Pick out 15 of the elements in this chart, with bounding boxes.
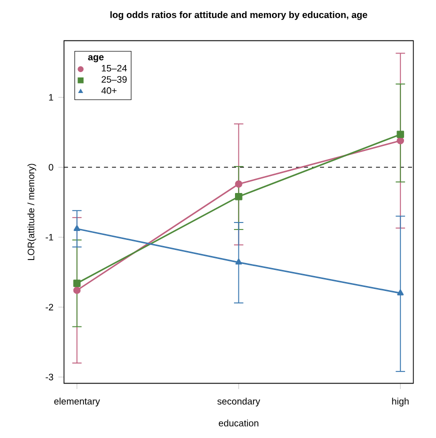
chart-title: log odds ratios for attitude and memory by education, age xyxy=(110,11,368,20)
legend-label: 40+ xyxy=(101,87,117,94)
y-tick-label: -2 xyxy=(46,304,54,310)
y-tick-label: 0 xyxy=(48,164,54,171)
y-tick-label: -3 xyxy=(46,374,54,380)
legend-label: 15–24 xyxy=(102,64,127,72)
x-tick-label: high xyxy=(392,398,409,406)
x-tick-label: secondary xyxy=(217,398,260,406)
y-tick-label: 1 xyxy=(49,94,54,101)
x-tick-label: elementary xyxy=(54,398,100,406)
x-axis-title: education xyxy=(218,420,258,426)
legend-label: 25–39 xyxy=(102,76,127,83)
y-tick-label: -1 xyxy=(46,234,54,240)
y-axis-title: LOR(attitude / memory) xyxy=(27,164,36,260)
legend-title: age xyxy=(88,55,104,62)
